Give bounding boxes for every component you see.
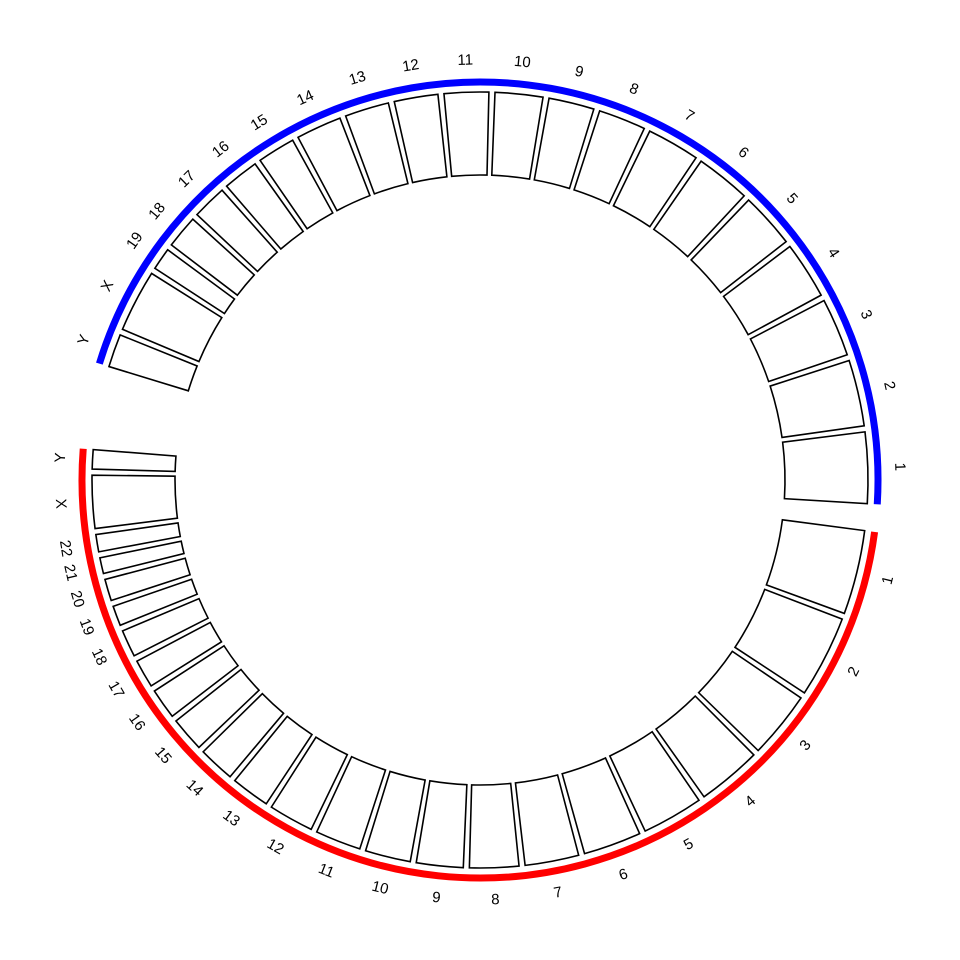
top-chromosome-sector-13 [344,102,409,195]
top-chromosome-sector-7 [612,130,698,228]
bottom-chromosome-label-19: 19 [76,616,98,638]
bottom-chromosome-sector-20 [103,557,192,602]
bottom-chromosome-sector-9 [415,779,468,869]
bottom-chromosome-sector-14 [202,692,285,778]
top-chromosome-sector-4 [722,245,823,336]
top-chromosome-label-X: X [98,278,118,295]
bottom-chromosome-label-17: 17 [105,678,128,701]
bottom-chromosome-sector-15 [174,668,261,749]
top-chromosome-label-12: 12 [401,56,420,76]
top-chromosome-sector-5 [690,198,788,294]
bottom-genome-band [78,448,879,882]
top-chromosome-sector-Y [107,333,199,392]
bottom-chromosome-sector-13 [233,715,314,805]
bottom-chromosome-label-Y: Y [52,452,70,463]
top-chromosome-label-10: 10 [513,53,531,72]
top-chromosome-sector-18 [170,217,256,297]
chromosome-sectors [91,91,869,869]
genome-color-bands [78,78,882,882]
bottom-chromosome-sector-2 [733,588,844,694]
bottom-chromosome-sector-8 [468,782,520,869]
bottom-chromosome-sector-11 [315,755,387,850]
bottom-chromosome-label-16: 16 [125,711,149,734]
top-chromosome-sector-11 [443,91,490,178]
top-chromosome-label-14: 14 [294,87,316,109]
bottom-chromosome-label-3: 3 [796,737,814,754]
top-chromosome-label-9: 9 [573,63,585,81]
top-chromosome-sector-1 [781,430,869,505]
top-chromosome-label-16: 16 [209,138,233,162]
top-chromosome-label-5: 5 [783,190,801,208]
bottom-chromosome-sector-17 [135,621,223,687]
bottom-chromosome-sector-6 [561,756,641,855]
top-chromosome-label-8: 8 [627,80,641,99]
bottom-chromosome-sector-4 [654,694,755,798]
bottom-chromosome-label-1: 1 [879,574,898,586]
top-chromosome-sector-10 [490,91,544,180]
bottom-chromosome-sector-3 [697,650,803,752]
bottom-chromosome-sector-21 [98,540,185,575]
bottom-chromosome-label-9: 9 [431,889,441,907]
top-chromosome-sector-15 [258,139,334,230]
bottom-chromosome-label-20: 20 [67,589,88,610]
bottom-chromosome-sector-7 [514,773,580,867]
bottom-chromosome-sector-10 [364,770,427,863]
bottom-chromosome-label-6: 6 [617,865,631,884]
top-chromosome-sector-16 [225,162,305,251]
bottom-chromosome-sector-18 [121,597,210,657]
top-chromosome-label-1: 1 [891,462,908,471]
bottom-chromosome-label-14: 14 [183,776,207,800]
bottom-chromosome-label-11: 11 [316,860,337,882]
bottom-chromosome-label-8: 8 [491,891,500,908]
bottom-chromosome-label-5: 5 [681,835,697,854]
top-chromosome-sector-17 [195,189,279,273]
top-chromosome-sector-3 [749,299,849,383]
top-chromosome-label-17: 17 [175,167,199,191]
top-chromosome-sector-12 [393,93,448,184]
top-chromosome-sector-14 [296,117,371,212]
top-chromosome-label-11: 11 [457,51,473,69]
bottom-chromosome-sector-19 [112,578,199,627]
bottom-chromosome-label-7: 7 [552,884,563,902]
bottom-chromosome-sector-5 [608,730,701,833]
top-chromosome-label-15: 15 [248,111,271,134]
top-chromosome-sector-8 [573,109,646,205]
top-chromosome-label-7: 7 [681,106,697,125]
top-chromosome-sector-9 [533,97,595,190]
bottom-chromosome-label-10: 10 [370,878,390,898]
bottom-chromosome-label-12: 12 [264,835,287,858]
top-chromosome-label-18: 18 [145,199,169,223]
top-chromosome-label-Y: Y [74,332,93,347]
bottom-chromosome-sector-12 [270,736,349,831]
bottom-chromosome-sector-16 [153,644,240,718]
top-chromosome-sector-2 [769,359,866,439]
top-chromosome-label-13: 13 [347,68,368,89]
chromosome-labels: 12345678910111213141516171819XY123456789… [52,51,909,908]
top-genome-band [96,78,882,505]
bottom-chromosome-label-18: 18 [88,646,110,668]
bottom-chromosome-label-22: 22 [56,539,75,558]
top-chromosome-label-4: 4 [824,245,843,261]
bottom-chromosome-label-X: X [52,498,70,509]
bottom-chromosome-label-2: 2 [844,664,863,679]
top-chromosome-label-2: 2 [880,380,898,392]
top-chromosome-label-3: 3 [857,307,876,321]
bottom-chromosome-label-13: 13 [219,807,243,831]
top-chromosome-sector-6 [652,160,746,258]
top-chromosome-sector-X [121,272,223,363]
bottom-chromosome-sector-22 [94,522,182,553]
bottom-chromosome-sector-Y [91,448,177,473]
top-chromosome-label-19: 19 [123,229,146,252]
top-chromosome-label-6: 6 [735,144,752,162]
bottom-chromosome-label-15: 15 [151,744,175,768]
bottom-chromosome-sector-X [91,474,179,530]
top-chromosome-sector-19 [153,248,236,315]
bottom-chromosome-sector-1 [765,518,866,615]
bottom-chromosome-label-4: 4 [742,792,759,810]
bottom-chromosome-label-21: 21 [60,563,80,583]
